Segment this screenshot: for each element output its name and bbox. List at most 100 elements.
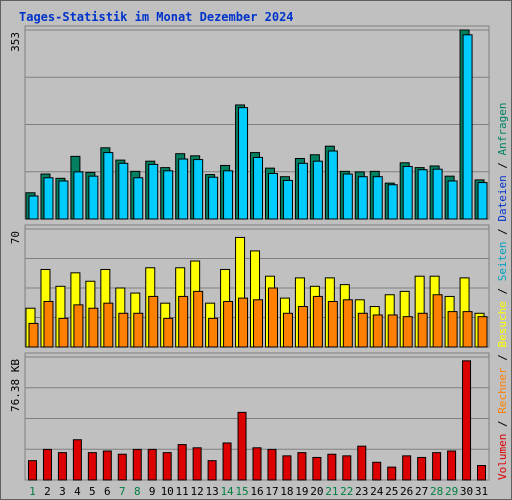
bar-besuche-day-31 bbox=[477, 316, 488, 348]
x-tick-label: 28 bbox=[430, 485, 443, 498]
bar-volumen-day-11 bbox=[177, 444, 187, 481]
bar-volumen-day-1 bbox=[27, 460, 37, 481]
bar-volumen-day-27 bbox=[417, 456, 427, 481]
x-tick-label: 17 bbox=[265, 485, 278, 498]
bar-volumen-day-20 bbox=[312, 456, 322, 481]
bar-volumen-day-22 bbox=[342, 455, 352, 481]
bar-dateien-day-10 bbox=[163, 170, 174, 220]
bar-volumen-day-8 bbox=[132, 448, 142, 481]
bar-dateien-day-26 bbox=[402, 166, 413, 220]
legend-item-rechner: Rechner bbox=[496, 367, 509, 414]
bar-besuche-day-24 bbox=[372, 314, 383, 348]
bar-dateien-day-23 bbox=[357, 176, 368, 220]
x-tick-label: 1 bbox=[29, 485, 36, 498]
bar-dateien-day-29 bbox=[447, 180, 458, 220]
legend-item-seiten: Seiten bbox=[496, 242, 509, 282]
x-tick-label: 8 bbox=[134, 485, 141, 498]
bar-volumen-day-16 bbox=[252, 447, 262, 481]
bar-volumen-day-21 bbox=[327, 453, 337, 481]
x-tick-label: 18 bbox=[280, 485, 293, 498]
legend-separator: / bbox=[496, 414, 509, 434]
x-tick-label: 30 bbox=[460, 485, 473, 498]
bar-besuche-day-25 bbox=[387, 314, 398, 348]
bar-besuche-day-1 bbox=[28, 322, 39, 348]
bar-volumen-day-7 bbox=[117, 453, 127, 481]
x-tick-label: 23 bbox=[355, 485, 368, 498]
bar-volumen-day-19 bbox=[297, 452, 307, 481]
x-tick-label: 5 bbox=[89, 485, 96, 498]
bar-besuche-day-7 bbox=[118, 312, 129, 348]
bar-besuche-day-23 bbox=[357, 312, 368, 348]
bar-volumen-day-26 bbox=[402, 455, 412, 481]
bar-volumen-day-17 bbox=[267, 448, 277, 481]
bar-dateien-day-22 bbox=[342, 173, 353, 220]
x-tick-label: 11 bbox=[176, 485, 189, 498]
bar-dateien-day-9 bbox=[148, 163, 159, 220]
bar-besuche-day-8 bbox=[133, 312, 144, 348]
bar-volumen-day-15 bbox=[237, 411, 247, 481]
legend: Volumen / Rechner / Besuche / Seiten / D… bbox=[496, 102, 509, 480]
bar-besuche-day-22 bbox=[342, 299, 353, 348]
x-tick-label: 7 bbox=[119, 485, 126, 498]
bar-besuche-day-14 bbox=[223, 300, 234, 348]
bar-besuche-day-16 bbox=[253, 299, 264, 348]
bar-dateien-day-14 bbox=[223, 170, 234, 220]
bar-dateien-day-8 bbox=[133, 177, 144, 220]
x-tick-label: 26 bbox=[400, 485, 413, 498]
bar-dateien-day-28 bbox=[432, 168, 443, 220]
bar-besuche-day-20 bbox=[312, 295, 323, 348]
bar-dateien-day-5 bbox=[88, 175, 99, 220]
bar-volumen-day-9 bbox=[147, 448, 157, 481]
x-tick-label: 3 bbox=[59, 485, 66, 498]
legend-item-besuche: Besuche bbox=[496, 301, 509, 347]
bar-volumen-day-24 bbox=[372, 461, 382, 481]
bar-volumen-day-4 bbox=[72, 439, 82, 481]
x-tick-label: 29 bbox=[445, 485, 458, 498]
bar-volumen-day-23 bbox=[357, 445, 367, 481]
legend-separator: / bbox=[496, 348, 509, 368]
bar-besuche-day-29 bbox=[447, 311, 458, 348]
x-tick-label: 19 bbox=[295, 485, 308, 498]
bar-volumen-day-30 bbox=[462, 360, 472, 481]
bar-dateien-day-25 bbox=[387, 184, 398, 220]
bar-dateien-day-27 bbox=[417, 169, 428, 220]
bar-volumen-day-5 bbox=[87, 452, 97, 481]
x-tick-label: 22 bbox=[340, 485, 353, 498]
bar-dateien-day-12 bbox=[193, 159, 204, 220]
bar-dateien-day-1 bbox=[28, 195, 39, 220]
bar-besuche-day-10 bbox=[163, 317, 174, 348]
x-tick-label: 15 bbox=[235, 485, 248, 498]
bar-besuche-day-21 bbox=[327, 300, 338, 348]
bar-volumen-day-18 bbox=[282, 455, 292, 481]
bar-volumen-day-12 bbox=[192, 447, 202, 481]
bar-dateien-day-20 bbox=[312, 160, 323, 220]
bar-besuche-day-13 bbox=[208, 317, 219, 348]
bar-dateien-day-2 bbox=[43, 177, 54, 220]
bar-volumen-day-10 bbox=[162, 452, 172, 481]
x-tick-label: 21 bbox=[325, 485, 338, 498]
bar-dateien-day-15 bbox=[238, 107, 249, 220]
bar-dateien-day-13 bbox=[208, 176, 219, 220]
bar-dateien-day-24 bbox=[372, 176, 383, 220]
bar-besuche-day-15 bbox=[238, 297, 249, 348]
bar-volumen-day-14 bbox=[222, 442, 232, 481]
x-tick-label: 16 bbox=[250, 485, 263, 498]
x-tick-label: 10 bbox=[161, 485, 174, 498]
bar-dateien-day-30 bbox=[462, 34, 473, 220]
bar-volumen-day-29 bbox=[447, 450, 457, 481]
bar-besuche-day-27 bbox=[417, 312, 428, 348]
bar-besuche-day-11 bbox=[178, 295, 189, 348]
bar-besuche-day-5 bbox=[88, 307, 99, 348]
x-tick-label: 13 bbox=[205, 485, 218, 498]
bar-dateien-day-3 bbox=[58, 180, 69, 220]
x-tick-label: 20 bbox=[310, 485, 323, 498]
y-max-label: 76.38 KB bbox=[9, 359, 22, 412]
legend-item-volumen: Volumen bbox=[496, 434, 509, 480]
bar-dateien-day-18 bbox=[282, 179, 293, 220]
chart-title: Tages-Statistik im Monat Dezember 2024 bbox=[19, 10, 294, 24]
bar-volumen-day-28 bbox=[432, 452, 442, 481]
bar-besuche-day-17 bbox=[267, 287, 278, 348]
bar-besuche-day-30 bbox=[462, 311, 473, 348]
